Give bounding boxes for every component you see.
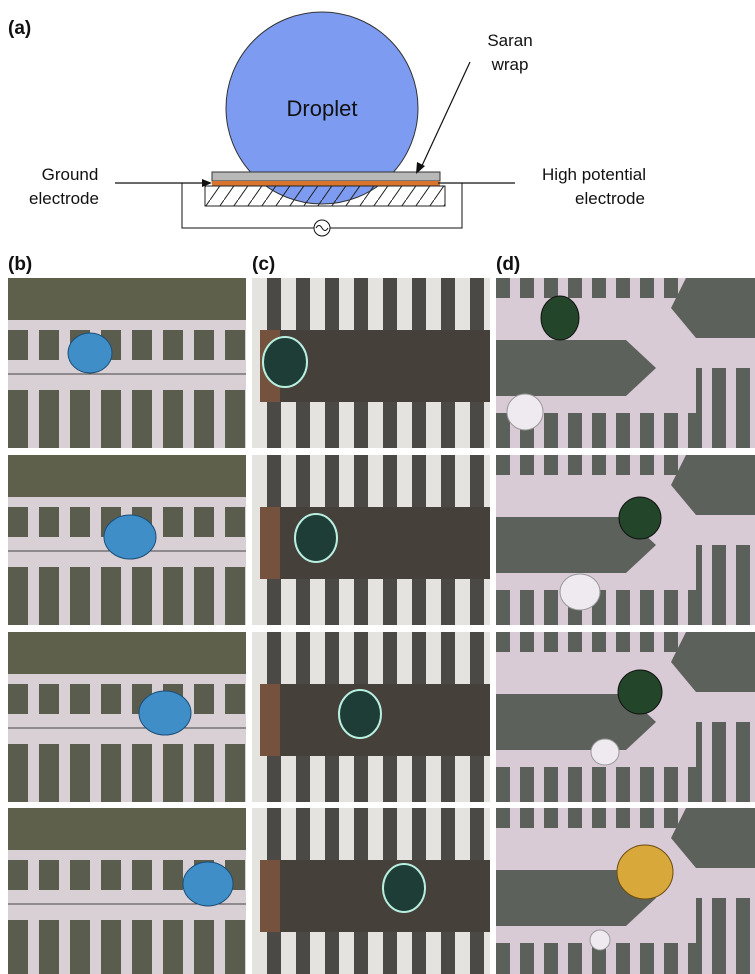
droplet-label: Droplet — [287, 96, 358, 121]
photo-column-d — [496, 278, 755, 974]
panel-label: (a) — [8, 18, 31, 39]
panel-label: (d) — [496, 254, 520, 275]
photo-column-b — [8, 278, 246, 974]
circuit-wire — [330, 183, 463, 229]
saran-label: wrap — [491, 55, 529, 74]
panel-label: (b) — [8, 254, 32, 275]
panel-label: (c) — [252, 254, 275, 275]
high-label: High potential — [542, 165, 646, 184]
pointer-line — [419, 61, 471, 171]
substrate — [204, 185, 446, 207]
ground-label: electrode — [29, 189, 99, 208]
circuit-wire — [181, 183, 314, 229]
ac-symbol — [315, 225, 329, 231]
high-label: electrode — [575, 189, 645, 208]
saran-label: Saran — [487, 31, 532, 50]
arrow-head — [202, 179, 212, 187]
photo-column-c — [252, 278, 490, 974]
electrode-layer — [212, 181, 440, 186]
ground-label: Ground — [42, 165, 99, 184]
saran-wrap-layer — [211, 171, 441, 182]
arrow-head — [416, 162, 425, 174]
